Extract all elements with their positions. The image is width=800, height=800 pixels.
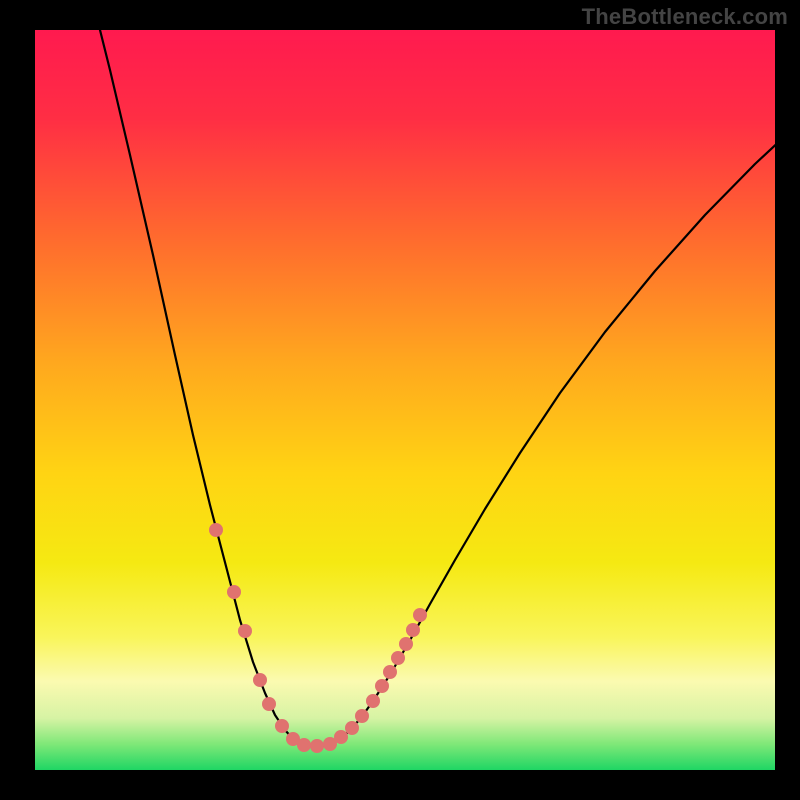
curve-marker-dot [238,624,252,638]
curve-marker-dot [345,721,359,735]
bottleneck-chart [0,0,800,800]
curve-marker-dot [310,739,324,753]
curve-marker-dot [375,679,389,693]
curve-marker-dot [209,523,223,537]
curve-marker-dot [413,608,427,622]
curve-marker-dot [355,709,369,723]
curve-marker-dot [391,651,405,665]
curve-marker-dot [334,730,348,744]
chart-container: TheBottleneck.com [0,0,800,800]
curve-marker-dot [383,665,397,679]
watermark-text: TheBottleneck.com [582,4,788,30]
curve-marker-dot [253,673,267,687]
plot-background [35,30,775,770]
curve-marker-dot [227,585,241,599]
curve-marker-dot [262,697,276,711]
curve-marker-dot [366,694,380,708]
curve-marker-dot [406,623,420,637]
curve-marker-dot [275,719,289,733]
curve-marker-dot [297,738,311,752]
curve-marker-dot [399,637,413,651]
